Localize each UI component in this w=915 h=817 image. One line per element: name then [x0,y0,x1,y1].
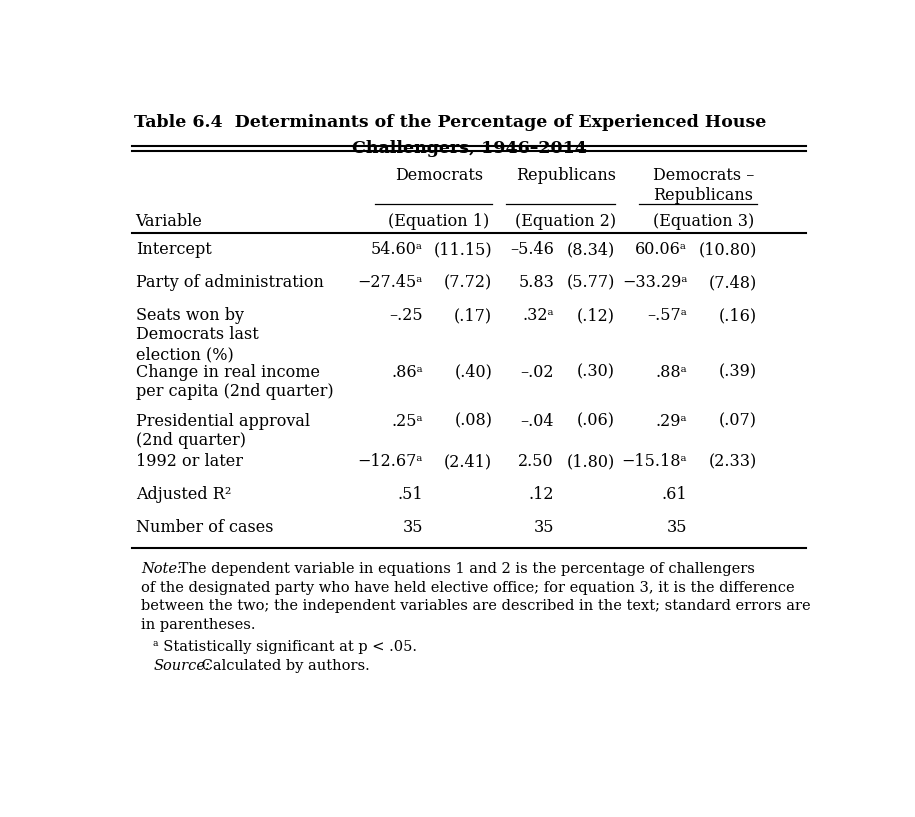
Text: Seats won by
Democrats last
election (%): Seats won by Democrats last election (%) [135,307,258,363]
Text: (10.80): (10.80) [698,242,757,258]
Text: 1992 or later: 1992 or later [135,453,242,471]
Text: (8.34): (8.34) [566,242,615,258]
Text: .29ᵃ: .29ᵃ [656,413,687,430]
Text: (7.72): (7.72) [444,275,492,291]
Text: (.30): (.30) [577,364,615,381]
Text: −33.29ᵃ: −33.29ᵃ [622,275,687,291]
Text: (1.80): (1.80) [566,453,615,471]
Text: 35: 35 [403,519,423,536]
Text: (.16): (.16) [718,307,757,324]
Text: Number of cases: Number of cases [135,519,274,536]
Text: –5.46: –5.46 [511,242,554,258]
Text: Republicans: Republicans [516,167,616,185]
Text: Note:: Note: [141,561,182,576]
Text: .51: .51 [397,486,423,503]
Text: Change in real income
per capita (2nd quarter): Change in real income per capita (2nd qu… [135,364,333,400]
Text: in parentheses.: in parentheses. [141,618,256,632]
Text: The dependent variable in equations 1 and 2 is the percentage of challengers: The dependent variable in equations 1 an… [174,561,755,576]
Text: ᵃ Statistically significant at p < .05.: ᵃ Statistically significant at p < .05. [154,640,417,654]
Text: 35: 35 [533,519,554,536]
Text: (5.77): (5.77) [566,275,615,291]
Text: Challengers, 1946–2014: Challengers, 1946–2014 [351,141,587,157]
Text: Source:: Source: [154,659,210,672]
Text: −27.45ᵃ: −27.45ᵃ [358,275,423,291]
Text: (2.33): (2.33) [708,453,757,471]
Text: 35: 35 [667,519,687,536]
Text: (.17): (.17) [454,307,492,324]
Text: (Equation 3): (Equation 3) [652,212,754,230]
Text: Intercept: Intercept [135,242,211,258]
Text: Table 6.4  Determinants of the Percentage of Experienced House: Table 6.4 Determinants of the Percentage… [135,114,767,131]
Text: Presidential approval
(2nd quarter): Presidential approval (2nd quarter) [135,413,310,449]
Text: of the designated party who have held elective office; for equation 3, it is the: of the designated party who have held el… [141,581,795,595]
Text: Variable: Variable [135,212,202,230]
Text: 2.50: 2.50 [519,453,554,471]
Text: Party of administration: Party of administration [135,275,324,291]
Text: Adjusted R²: Adjusted R² [135,486,231,503]
Text: Democrats –
Republicans: Democrats – Republicans [652,167,754,203]
Text: (7.48): (7.48) [708,275,757,291]
Text: –.02: –.02 [521,364,554,381]
Text: .32ᵃ: .32ᵃ [522,307,554,324]
Text: (Equation 2): (Equation 2) [515,212,617,230]
Text: (.07): (.07) [719,413,757,430]
Text: between the two; the independent variables are described in the text; standard e: between the two; the independent variabl… [141,600,811,614]
Text: .86ᵃ: .86ᵃ [391,364,423,381]
Text: 54.60ᵃ: 54.60ᵃ [371,242,423,258]
Text: (.40): (.40) [455,364,492,381]
Text: −12.67ᵃ: −12.67ᵃ [358,453,423,471]
Text: −15.18ᵃ: −15.18ᵃ [621,453,687,471]
Text: (.06): (.06) [577,413,615,430]
Text: –.04: –.04 [521,413,554,430]
Text: .25ᵃ: .25ᵃ [392,413,423,430]
Text: .88ᵃ: .88ᵃ [656,364,687,381]
Text: (Equation 1): (Equation 1) [388,212,490,230]
Text: (.08): (.08) [455,413,492,430]
Text: 60.06ᵃ: 60.06ᵃ [635,242,687,258]
Text: (.39): (.39) [718,364,757,381]
Text: (2.41): (2.41) [444,453,492,471]
Text: Calculated by authors.: Calculated by authors. [198,659,370,672]
Text: .61: .61 [662,486,687,503]
Text: .12: .12 [529,486,554,503]
Text: Democrats: Democrats [394,167,483,185]
Text: (.12): (.12) [577,307,615,324]
Text: 5.83: 5.83 [518,275,554,291]
Text: (11.15): (11.15) [434,242,492,258]
Text: –.57ᵃ: –.57ᵃ [648,307,687,324]
Text: –.25: –.25 [389,307,423,324]
